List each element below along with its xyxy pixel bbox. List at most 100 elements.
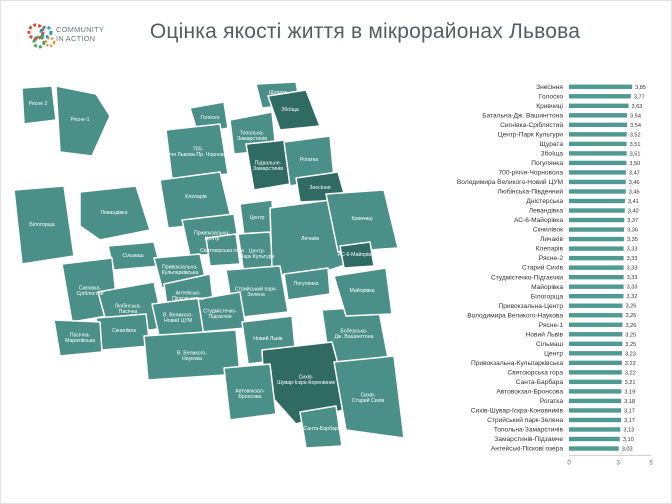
category-label: Стрийський парк-Зелена — [487, 416, 563, 424]
district-label: Клепарів — [185, 194, 207, 200]
district-shape — [223, 363, 277, 421]
category-label: Знесіння — [536, 83, 563, 91]
bar — [569, 332, 623, 337]
bar — [569, 103, 629, 108]
value-label: 3,46 — [629, 189, 640, 195]
category-label: Привокзальна-Кульпарківська — [471, 359, 563, 367]
value-label: 3,85 — [635, 85, 646, 91]
value-label: 3,26 — [625, 313, 636, 319]
category-label: Автовокзал-Бронсова — [496, 389, 563, 396]
bar — [569, 151, 627, 156]
value-label: 3,32 — [626, 294, 637, 300]
category-label: АС-6-Майорівка — [514, 216, 563, 224]
district-shape — [165, 123, 229, 181]
value-label: 3,10 — [623, 437, 634, 443]
value-label: 3,47 — [629, 170, 640, 176]
district-label: Боберська-Дж. Вашингтона — [335, 328, 374, 340]
bar — [569, 351, 622, 356]
value-label: 3,23 — [625, 351, 636, 357]
value-label: 3,13 — [623, 427, 634, 433]
district-label: Білогорща — [29, 222, 54, 228]
x-axis: 0 3 5 — [567, 454, 653, 466]
district-label: Святоюрська гора — [200, 248, 244, 254]
district-shape — [299, 405, 343, 449]
value-label: 3,46 — [629, 180, 640, 186]
bar — [569, 427, 621, 432]
bar — [569, 408, 621, 413]
district-label: Сихів-Старий Сихів — [352, 392, 384, 404]
bar — [569, 274, 624, 280]
district-label: Погулянка — [294, 281, 319, 287]
value-label: 3,33 — [627, 256, 638, 262]
category-label: Майорівка — [531, 283, 563, 291]
bar — [569, 141, 627, 147]
bar — [569, 236, 624, 242]
logo-text: COMMUNITY IN ACTION — [56, 25, 136, 43]
category-label: Білогорща — [531, 292, 563, 300]
category-label: Привокзальна-Центр — [499, 303, 564, 310]
district-label: Личаків — [301, 236, 319, 242]
bar — [569, 113, 628, 118]
value-label: 3,17 — [624, 408, 635, 414]
value-label: 3,37 — [627, 218, 638, 224]
district-label: Центр-Парк Культури — [240, 248, 275, 260]
value-label: 3,41 — [628, 199, 639, 205]
bar — [569, 322, 623, 327]
x-tick-label: 3 — [617, 460, 621, 466]
value-label: 3,36 — [627, 228, 638, 234]
district-shape — [267, 89, 321, 131]
category-label: Новий Львів — [526, 330, 564, 338]
district-label: Рясне 2 — [29, 101, 48, 107]
bar — [569, 389, 622, 394]
community-in-action-logo — [27, 23, 56, 49]
category-label: Замарстинів-Підзамче — [494, 435, 563, 443]
bar — [569, 84, 633, 89]
category-label: Скнилівок — [533, 226, 563, 234]
bar — [569, 170, 626, 175]
district-label: Привокзальна-Кульпарківська — [162, 264, 199, 276]
district-label: Рясне-1 — [70, 117, 89, 123]
district-label: В. Великого-Наукова — [177, 350, 207, 362]
category-label: Клепарів — [536, 245, 564, 253]
value-label: 3,22 — [625, 361, 636, 367]
category-label: Дністерська — [526, 197, 563, 205]
value-label: 3,77 — [634, 94, 645, 100]
bar — [569, 370, 622, 375]
bar — [569, 313, 623, 318]
district-shape — [333, 267, 393, 317]
value-label: 3,17 — [624, 418, 635, 424]
bar — [569, 198, 625, 204]
map-district-shapes — [13, 81, 405, 449]
value-label: 3,33 — [627, 275, 638, 281]
category-label: Щурата — [540, 141, 564, 148]
bar — [569, 208, 625, 213]
category-label: Центр — [544, 350, 563, 357]
bar — [569, 132, 627, 137]
category-label: Рогатка — [540, 398, 564, 405]
district-label: Сихів-Шувар-Іскра-Коренівник — [277, 374, 336, 386]
category-label: Сихів-Шувар-Іскра-Коновників — [471, 407, 564, 415]
category-label: Санта-Барбара — [516, 378, 564, 386]
district-label: Центр — [250, 215, 265, 221]
bar — [569, 398, 622, 404]
category-label: Святоюрська гора — [507, 369, 563, 376]
district-label: Новий Львів — [253, 335, 283, 342]
value-label: 3,26 — [625, 304, 636, 310]
district-label: Кривчиці — [351, 216, 372, 222]
district-label: Голоско — [200, 115, 219, 121]
category-label: 700-річчя-Чорновола — [499, 169, 564, 177]
value-label: 3,50 — [629, 161, 640, 167]
district-label: Скнилівок — [112, 328, 137, 334]
district-label: Пасічна-Марихівська — [65, 332, 95, 344]
lviv-districts-map: Рясне 2 Рясне-1 Голоско Щурата Збоїща Топольн… — [13, 81, 405, 449]
district-label: Антейські-Піскові озера — [172, 289, 204, 302]
district-label: Топольна-Замарстинів — [237, 130, 267, 142]
district-label: АС-6-Майорівка — [338, 251, 377, 258]
x-tick-label: 5 — [649, 460, 653, 466]
bar — [569, 227, 625, 232]
district-label: Санта-Барбара — [303, 426, 340, 432]
category-label: Личаків — [540, 235, 563, 243]
value-label: 3,52 — [630, 132, 641, 138]
value-label: 3,25 — [625, 332, 636, 338]
bar — [569, 246, 624, 251]
